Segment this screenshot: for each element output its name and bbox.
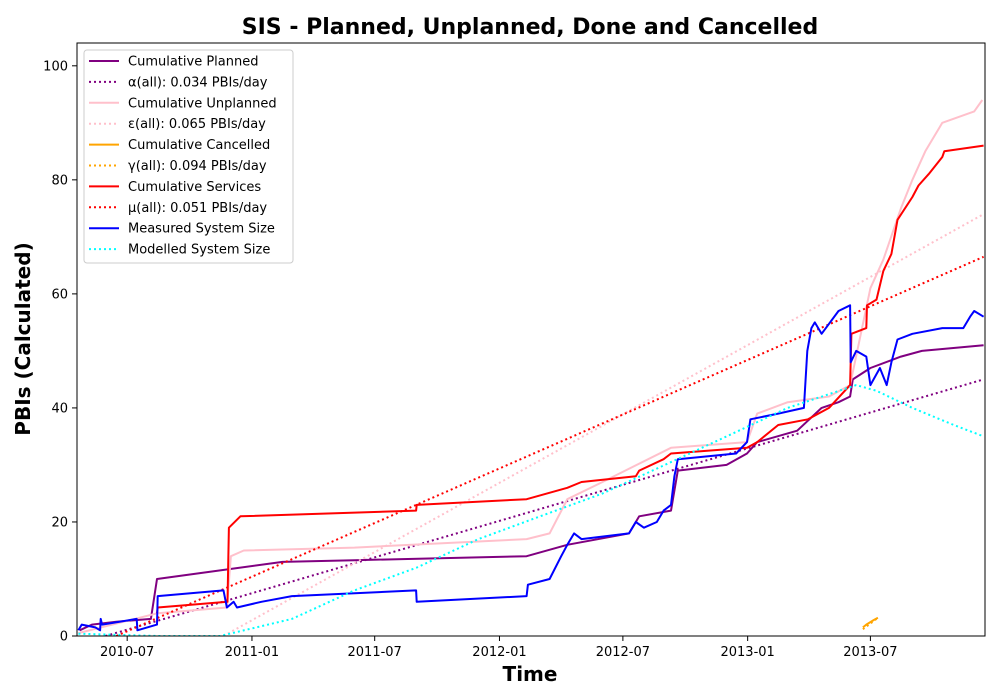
y-tick-label: 40 — [51, 401, 68, 416]
x-tick-label: 2010-07 — [100, 645, 154, 660]
legend-label-modelled-system-size: Modelled System Size — [128, 243, 270, 258]
x-tick-label: 2013-01 — [720, 645, 774, 660]
series-line-cumulative-services — [156, 144, 984, 614]
axis-ticks: 2010-07 2011-01 2011-07 2012-01 2012-07 2013-… — [43, 59, 897, 660]
chart-title: SIS - Planned, Unplanned, Done and Cance… — [242, 15, 818, 40]
series-line-cumulative-unplanned — [78, 99, 984, 635]
legend-label-cumulative-planned: Cumulative Planned — [128, 55, 258, 70]
plot-area — [77, 99, 985, 636]
x-tick-label: 2012-07 — [596, 645, 650, 660]
legend-label-all-0-034-pbis-day: α(all): 0.034 PBIs/day — [128, 75, 268, 90]
y-tick-label: 100 — [43, 59, 68, 74]
x-axis-label: Time — [503, 662, 558, 686]
legend-label-all-0-094-pbis-day: γ(all): 0.094 PBIs/day — [128, 159, 267, 174]
legend-label-cumulative-cancelled: Cumulative Cancelled — [128, 138, 270, 153]
legend-label-measured-system-size: Measured System Size — [128, 222, 275, 237]
series-line-cumulative-planned — [79, 344, 984, 632]
legend-label-cumulative-unplanned: Cumulative Unplanned — [128, 96, 277, 111]
y-tick-label: 60 — [51, 287, 68, 302]
y-tick-label: 80 — [51, 173, 68, 188]
axes-frame — [76, 42, 986, 637]
legend: Cumulative Planned α(all): 0.034 PBIs/day… — [83, 49, 294, 264]
x-tick-label: 2012-01 — [472, 645, 526, 660]
legend-label-cumulative-services: Cumulative Services — [128, 180, 261, 195]
series-line-measured-system-size — [77, 304, 985, 632]
x-tick-label: 2013-07 — [843, 645, 897, 660]
series-line-all-0-094-pbis-day — [862, 617, 879, 630]
x-tick-label: 2011-01 — [225, 645, 279, 660]
legend-label-all-0-051-pbis-day: μ(all): 0.051 PBIs/day — [128, 201, 267, 216]
legend-label-all-0-065-pbis-day: ε(all): 0.065 PBIs/day — [128, 117, 266, 132]
y-tick-label: 20 — [51, 515, 68, 530]
y-axis-label: PBIs (Calculated) — [11, 242, 35, 435]
legend-box — [83, 49, 294, 264]
y-tick-label: 0 — [60, 630, 68, 645]
x-tick-label: 2011-07 — [348, 645, 402, 660]
